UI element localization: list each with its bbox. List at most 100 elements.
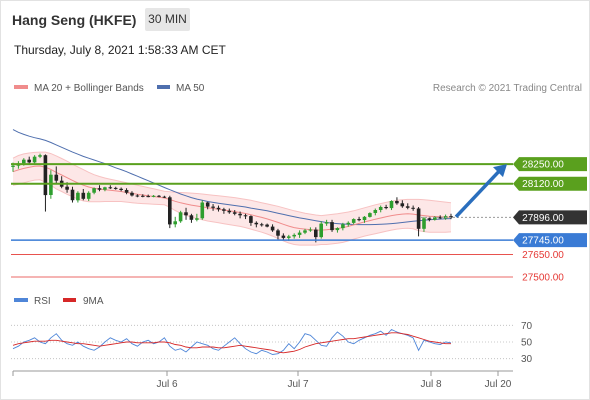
candle bbox=[368, 212, 372, 218]
candle bbox=[151, 195, 156, 198]
candle-body bbox=[346, 222, 351, 225]
candle-body bbox=[427, 218, 432, 220]
candle bbox=[86, 191, 91, 202]
candle bbox=[76, 191, 80, 203]
candle-body bbox=[270, 226, 275, 231]
candle-body bbox=[54, 174, 59, 181]
candle-body bbox=[205, 202, 210, 207]
candle bbox=[411, 205, 415, 211]
candle bbox=[124, 188, 129, 195]
candle-body bbox=[281, 235, 286, 238]
candle bbox=[157, 195, 161, 198]
candle-body bbox=[151, 195, 156, 197]
candle-body bbox=[65, 186, 69, 190]
candle-body bbox=[76, 192, 80, 201]
support-1-label: 27745.00 bbox=[522, 236, 564, 247]
candle-body bbox=[238, 213, 242, 216]
candle-body bbox=[287, 236, 291, 238]
candle bbox=[384, 204, 388, 210]
candle bbox=[184, 207, 188, 220]
candle-body bbox=[135, 195, 140, 197]
candle-body bbox=[49, 174, 53, 195]
candle-body bbox=[357, 219, 361, 221]
candle-body bbox=[189, 215, 194, 220]
x-tick-label: Jul 7 bbox=[287, 379, 309, 390]
candle-body bbox=[373, 210, 378, 213]
candle-body bbox=[86, 192, 91, 199]
candle-body bbox=[130, 192, 134, 196]
x-axis: Jul 6 Jul 7 Jul 8 Jul 20 bbox=[12, 370, 513, 390]
candle-body bbox=[211, 206, 215, 208]
candle bbox=[319, 221, 323, 239]
candle-body bbox=[433, 217, 437, 220]
candle-body bbox=[168, 197, 172, 225]
candle-body bbox=[438, 217, 442, 219]
arrow-head bbox=[493, 164, 507, 178]
up-right-arrow-icon bbox=[454, 164, 507, 219]
candle-body bbox=[384, 207, 388, 209]
resistance-1-label-box bbox=[513, 176, 587, 191]
timestamp: Thursday, July 8, 2021 1:58:33 AM CET bbox=[14, 43, 226, 57]
bollinger-band bbox=[13, 152, 451, 246]
candle-body bbox=[389, 201, 394, 209]
candle-body bbox=[265, 224, 269, 227]
candle bbox=[38, 153, 42, 159]
candle bbox=[81, 188, 86, 201]
candle-body bbox=[232, 212, 237, 214]
candle bbox=[189, 213, 194, 223]
copyright-text: Research © 2021 Trading Central bbox=[433, 83, 582, 94]
candle bbox=[195, 213, 199, 222]
support-1-label-box bbox=[513, 233, 587, 248]
candle-body bbox=[335, 228, 340, 231]
candle-body bbox=[184, 212, 188, 216]
candle bbox=[400, 200, 405, 208]
candle bbox=[405, 203, 410, 210]
candle-body bbox=[119, 188, 123, 190]
x-tick-label: Jul 8 bbox=[420, 379, 442, 390]
rsi-ma-legend-swatch bbox=[63, 298, 76, 302]
ma20-legend-swatch bbox=[14, 85, 28, 89]
current-label-box bbox=[513, 210, 587, 225]
candle-body bbox=[368, 213, 372, 217]
candle bbox=[308, 227, 313, 232]
candle bbox=[416, 207, 421, 237]
candle-body bbox=[243, 215, 248, 217]
instrument-title: Hang Seng (HKFE) bbox=[12, 12, 137, 28]
candle bbox=[227, 208, 232, 214]
candle-body bbox=[222, 209, 226, 211]
rsi-tick-label: 70 bbox=[521, 321, 533, 332]
candle-body bbox=[124, 190, 129, 193]
candle-body bbox=[314, 229, 318, 238]
candle bbox=[270, 224, 275, 232]
candle bbox=[130, 191, 134, 197]
candle-body bbox=[254, 222, 259, 225]
candle bbox=[303, 228, 307, 235]
bollinger-upper-line bbox=[12, 151, 452, 217]
candle bbox=[205, 201, 210, 210]
candle-body bbox=[449, 216, 453, 218]
candle bbox=[335, 227, 340, 233]
candle bbox=[173, 216, 177, 228]
candle-body bbox=[141, 195, 145, 197]
candle bbox=[92, 187, 96, 195]
candle-body bbox=[227, 210, 232, 213]
candle-body bbox=[308, 229, 313, 231]
candle bbox=[346, 221, 351, 227]
timeframe-button[interactable]: 30 MIN bbox=[145, 8, 190, 31]
candle-body bbox=[259, 224, 264, 226]
candle bbox=[395, 197, 399, 205]
candle-body bbox=[303, 230, 307, 233]
candle-body bbox=[249, 216, 253, 223]
candle bbox=[433, 216, 437, 221]
candle-body bbox=[22, 159, 26, 164]
candle bbox=[378, 205, 383, 213]
candle bbox=[281, 233, 286, 241]
candle bbox=[113, 186, 118, 190]
candle bbox=[200, 200, 205, 220]
candle bbox=[216, 205, 221, 212]
ma50-legend-label: MA 50 bbox=[176, 83, 205, 94]
candle-body bbox=[43, 155, 48, 196]
candle bbox=[357, 216, 361, 222]
candle bbox=[97, 185, 102, 192]
